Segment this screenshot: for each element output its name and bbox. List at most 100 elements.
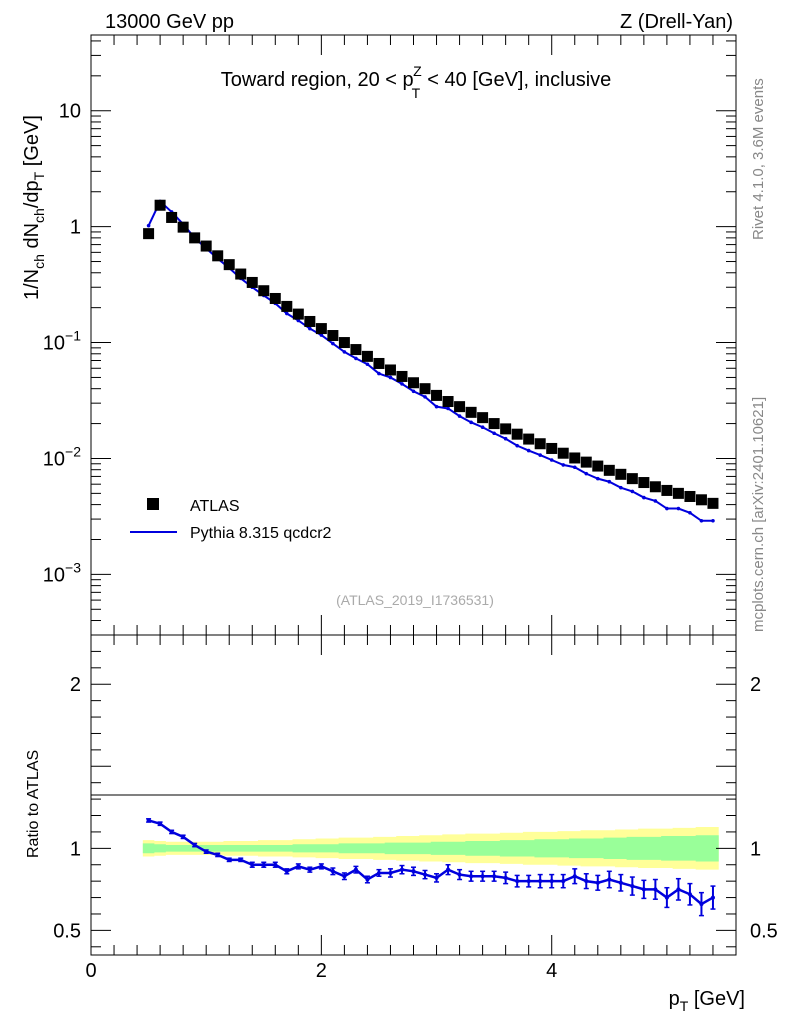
- ratio-point: [169, 829, 174, 834]
- ratio-point: [641, 887, 646, 892]
- ratio-point: [411, 869, 416, 874]
- y-tick-label: 10: [59, 101, 81, 123]
- atlas-point: [419, 383, 431, 395]
- atlas-point: [350, 344, 362, 356]
- atlas-point: [649, 481, 661, 493]
- main-y-axis-label: 1/Nch dNch/dpT [GeV]: [21, 115, 47, 300]
- ratio-point: [549, 879, 554, 884]
- ratio-y-axis-label: Ratio to ATLAS: [25, 750, 42, 858]
- atlas-point: [695, 494, 707, 506]
- y-tick-label: 1: [70, 217, 81, 239]
- ratio-point: [399, 867, 404, 872]
- ratio-point: [457, 872, 462, 877]
- ratio-panel: 2 2 1 1 0.5 0.5 0 2 4 Ratio to ATLAS pT [GeV]: [25, 634, 778, 1014]
- ratio-y-tick-label-right: 0.5: [750, 920, 778, 942]
- ratio-point: [238, 857, 243, 862]
- pythia-point: [665, 506, 669, 511]
- atlas-point: [707, 497, 719, 509]
- atlas-point: [143, 228, 155, 240]
- pythia-point: [630, 489, 635, 494]
- ratio-point: [526, 879, 531, 884]
- y-tick-label-exponent: −2: [65, 443, 81, 459]
- ratio-point: [446, 867, 451, 872]
- atlas-point: [661, 484, 673, 496]
- atlas-point: [373, 357, 385, 369]
- atlas-point: [281, 300, 293, 312]
- atlas-point: [269, 292, 281, 304]
- data-series: [143, 199, 719, 523]
- ratio-y-tick-label-right: 1: [750, 838, 761, 860]
- atlas-point: [580, 456, 592, 468]
- atlas-point: [200, 240, 212, 252]
- atlas-point: [672, 487, 684, 499]
- pythia-point: [653, 499, 658, 503]
- pythia-point: [388, 375, 393, 380]
- atlas-point: [615, 468, 627, 480]
- atlas-point: [235, 268, 247, 280]
- pythia-point: [331, 341, 335, 346]
- ratio-point: [664, 895, 669, 900]
- y-tick-label-base: 10: [43, 333, 65, 355]
- ratio-point: [687, 892, 692, 897]
- ratio-y-tick-label-left: 1: [70, 838, 81, 860]
- pythia-point: [400, 382, 404, 386]
- atlas-point: [327, 330, 339, 342]
- pythia-point: [457, 414, 462, 418]
- atlas-point: [500, 423, 512, 435]
- ratio-point: [365, 877, 370, 882]
- ratio-point: [353, 867, 358, 872]
- atlas-point: [592, 460, 604, 472]
- x-axis-label: pT [GeV]: [669, 988, 745, 1014]
- pythia-point: [515, 443, 519, 448]
- atlas-point: [384, 364, 396, 376]
- process-label: Z (Drell-Yan): [620, 11, 733, 33]
- x-tick-labels: 0 2 4: [85, 960, 557, 982]
- ratio-point: [204, 849, 209, 854]
- pythia-point: [711, 518, 715, 523]
- pythia-point: [561, 463, 566, 467]
- atlas-point: [511, 428, 523, 440]
- pythia-point: [688, 510, 692, 515]
- pythia-point: [342, 350, 347, 354]
- atlas-point: [315, 323, 327, 335]
- ratio-y-tick-label-left: 2: [70, 674, 81, 696]
- y-tick-label-base: 10: [43, 448, 65, 470]
- atlas-point: [189, 232, 201, 244]
- atlas-point: [177, 221, 189, 233]
- ratio-point: [284, 869, 289, 874]
- atlas-point: [431, 389, 443, 401]
- atlas-point: [154, 199, 166, 211]
- pythia-point: [377, 371, 381, 376]
- atlas-point: [557, 447, 569, 459]
- atlas-point: [166, 211, 178, 223]
- pythia-point: [308, 326, 312, 331]
- ratio-y-tick-label-right: 2: [750, 674, 761, 696]
- atlas-point: [477, 412, 489, 424]
- ratio-point: [192, 843, 197, 848]
- atlas-point: [454, 401, 466, 413]
- pythia-point: [434, 404, 439, 409]
- ratio-point: [503, 875, 508, 880]
- atlas-point: [408, 377, 419, 389]
- pythia-point: [492, 431, 496, 436]
- ratio-point: [388, 870, 393, 875]
- pythia-point: [480, 425, 485, 430]
- ratio-point: [250, 862, 255, 867]
- ratio-point: [572, 874, 577, 879]
- main-frame: [90, 34, 737, 636]
- pythia-point: [469, 420, 473, 425]
- atlas-point: [638, 477, 650, 489]
- pythia-point: [699, 518, 704, 523]
- ratio-point: [653, 887, 658, 892]
- x-tick-label: 0: [85, 960, 96, 982]
- ratio-y-tick-labels: 2 2 1 1 0.5 0.5: [53, 674, 778, 942]
- ratio-point: [492, 874, 497, 879]
- ratio-point: [158, 821, 163, 826]
- ratio-point: [676, 887, 681, 892]
- atlas-point: [684, 490, 696, 502]
- ratio-point: [630, 884, 635, 889]
- ratio-point: [227, 857, 232, 862]
- pythia-point: [619, 485, 623, 490]
- ratio-point: [423, 872, 428, 877]
